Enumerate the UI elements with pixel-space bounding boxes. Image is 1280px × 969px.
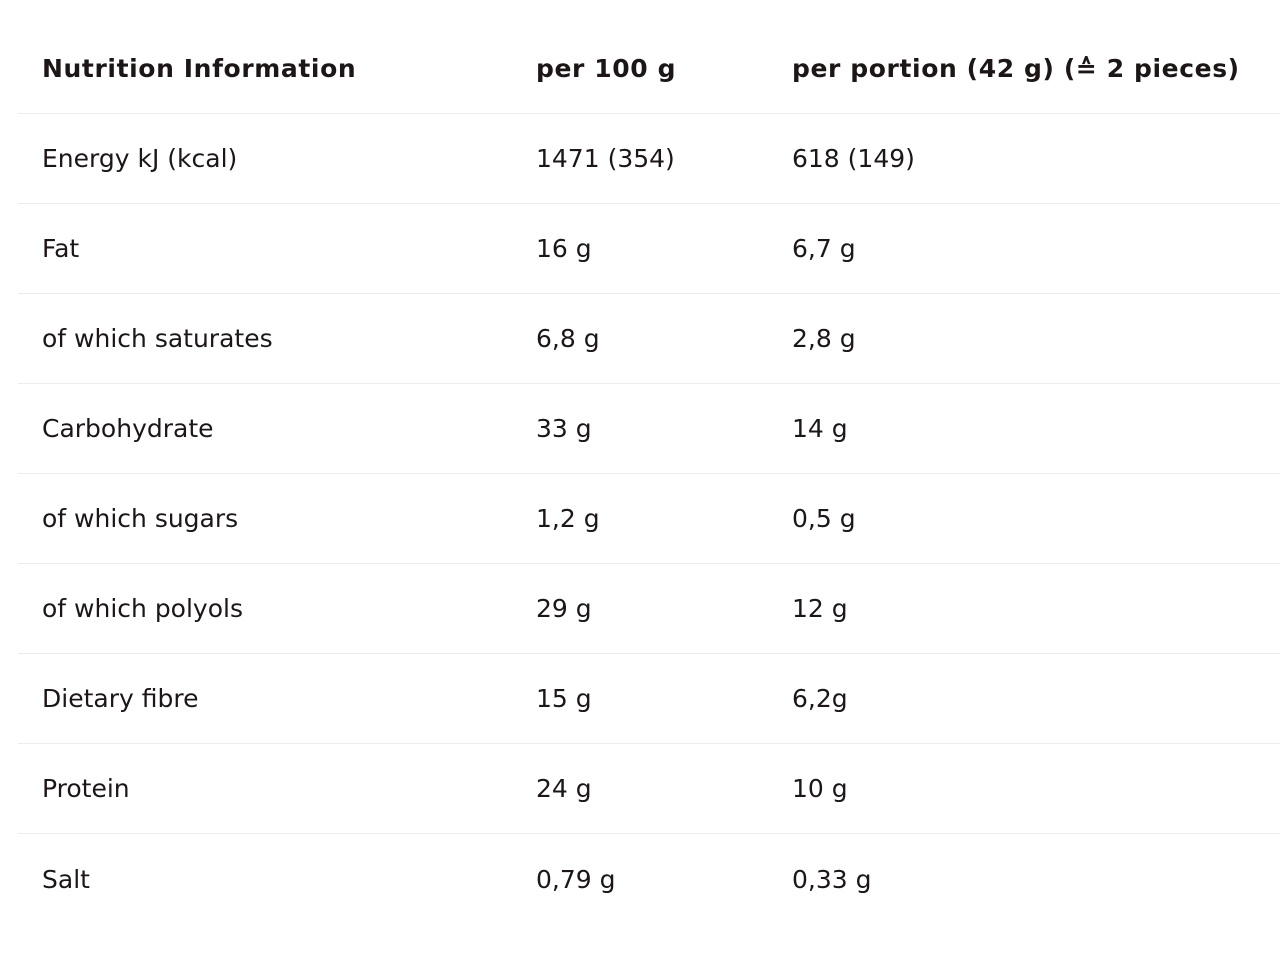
- value-per-portion: 10 g: [792, 774, 848, 803]
- table-row: Fat 16 g 6,7 g: [18, 204, 1280, 294]
- table-row: Energy kJ (kcal) 1471 (354) 618 (149): [18, 114, 1280, 204]
- nutrient-label: of which sugars: [42, 504, 239, 533]
- value-per-100g: 6,8 g: [536, 324, 600, 353]
- value-per-portion: 0,33 g: [792, 864, 872, 894]
- value-per-portion: 6,7 g: [792, 234, 856, 263]
- nutrient-label: of which polyols: [42, 594, 243, 623]
- value-per-portion: 2,8 g: [792, 324, 856, 353]
- table-row: Protein 24 g 10 g: [18, 744, 1280, 834]
- table-row: Dietary fibre 15 g 6,2g: [18, 654, 1280, 744]
- nutrient-label: Salt: [42, 864, 90, 894]
- table-row: of which saturates 6,8 g 2,8 g: [18, 294, 1280, 384]
- table-row: of which polyols 29 g 12 g: [18, 564, 1280, 654]
- table-row: of which sugars 1,2 g 0,5 g: [18, 474, 1280, 564]
- value-per-100g: 24 g: [536, 774, 592, 803]
- value-per-portion: 6,2g: [792, 684, 848, 713]
- table-row: Carbohydrate 33 g 14 g: [18, 384, 1280, 474]
- nutrition-table: Nutrition Information per 100 g per port…: [18, 24, 1280, 924]
- header-per-portion: per portion (42 g) (≙ 2 pieces): [792, 54, 1240, 83]
- value-per-100g: 29 g: [536, 594, 592, 623]
- table-row: Salt 0,79 g 0,33 g: [18, 834, 1280, 924]
- value-per-portion: 618 (149): [792, 144, 915, 173]
- value-per-100g: 16 g: [536, 234, 592, 263]
- nutrient-label: Fat: [42, 234, 80, 263]
- value-per-100g: 15 g: [536, 684, 592, 713]
- value-per-portion: 14 g: [792, 414, 848, 443]
- nutrient-label: Carbohydrate: [42, 414, 214, 443]
- value-per-100g: 33 g: [536, 414, 592, 443]
- nutrient-label: of which saturates: [42, 324, 273, 353]
- table-header-row: Nutrition Information per 100 g per port…: [18, 24, 1280, 114]
- nutrient-label: Protein: [42, 774, 130, 803]
- value-per-100g: 1471 (354): [536, 144, 675, 173]
- value-per-portion: 0,5 g: [792, 504, 856, 533]
- value-per-100g: 1,2 g: [536, 504, 600, 533]
- value-per-100g: 0,79 g: [536, 864, 616, 894]
- nutrient-label: Dietary fibre: [42, 684, 199, 713]
- header-per-100g: per 100 g: [536, 54, 677, 83]
- header-nutrition-information: Nutrition Information: [42, 54, 357, 83]
- value-per-portion: 12 g: [792, 594, 848, 623]
- nutrient-label: Energy kJ (kcal): [42, 144, 238, 173]
